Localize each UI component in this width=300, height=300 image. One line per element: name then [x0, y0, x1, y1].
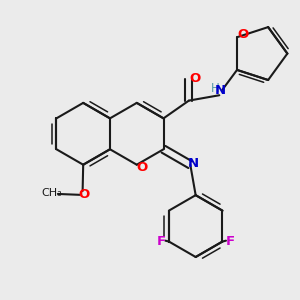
Text: F: F: [157, 235, 166, 248]
Text: O: O: [136, 161, 148, 174]
Text: F: F: [226, 235, 235, 248]
Text: N: N: [215, 84, 226, 97]
Text: CH₃: CH₃: [41, 188, 62, 198]
Text: O: O: [190, 72, 201, 85]
Text: N: N: [188, 157, 199, 170]
Text: O: O: [237, 28, 248, 41]
Text: H: H: [211, 82, 219, 95]
Text: O: O: [79, 188, 90, 201]
